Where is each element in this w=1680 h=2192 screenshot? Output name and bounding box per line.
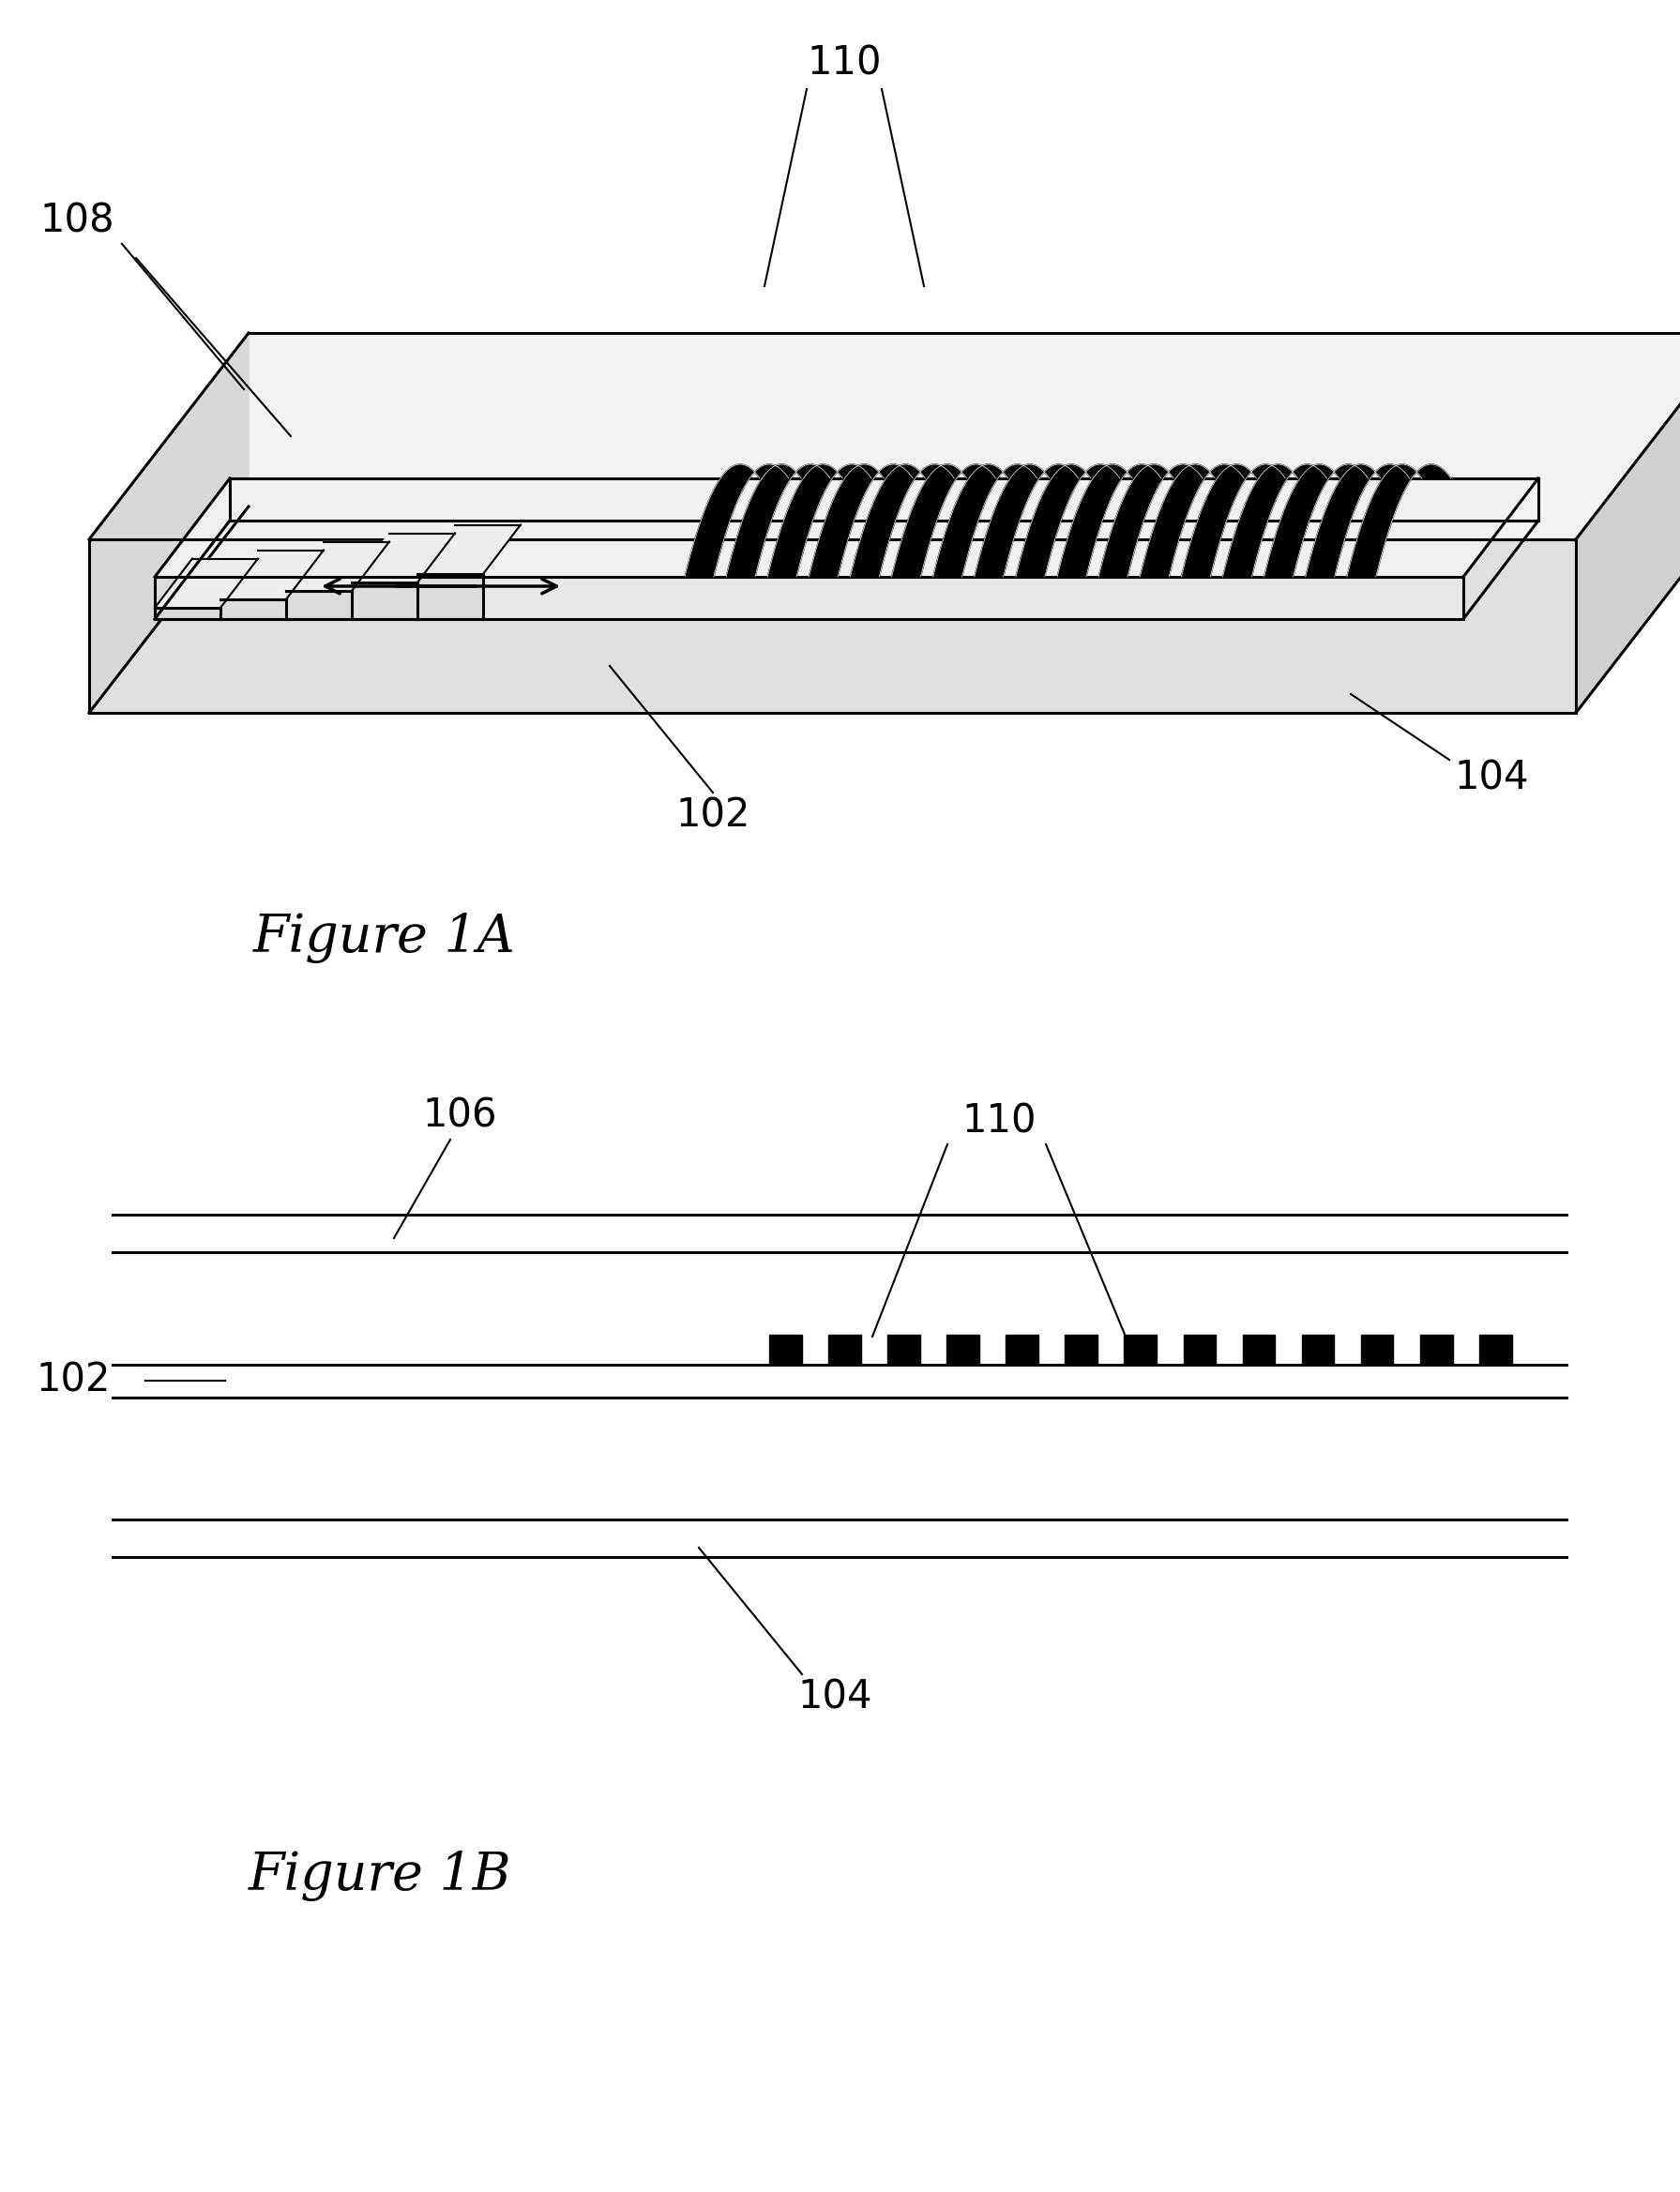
Polygon shape	[220, 598, 286, 618]
Polygon shape	[768, 465, 872, 576]
Text: 104: 104	[1455, 758, 1529, 798]
Text: 102: 102	[675, 796, 751, 835]
Polygon shape	[1302, 1335, 1334, 1366]
Polygon shape	[1347, 465, 1452, 576]
Polygon shape	[220, 550, 324, 598]
Polygon shape	[850, 465, 954, 576]
Polygon shape	[1141, 465, 1243, 576]
Polygon shape	[1223, 465, 1327, 576]
Polygon shape	[417, 524, 521, 574]
Polygon shape	[892, 465, 996, 576]
Polygon shape	[974, 465, 1079, 576]
Polygon shape	[726, 465, 830, 576]
Polygon shape	[1181, 465, 1285, 576]
Polygon shape	[286, 592, 351, 618]
Text: 108: 108	[40, 202, 114, 241]
Polygon shape	[1065, 1335, 1097, 1366]
Polygon shape	[1006, 1335, 1038, 1366]
Polygon shape	[1099, 465, 1203, 576]
Polygon shape	[808, 465, 912, 576]
Polygon shape	[351, 533, 455, 583]
Polygon shape	[1361, 1335, 1393, 1366]
Polygon shape	[89, 333, 249, 712]
Polygon shape	[685, 465, 790, 576]
Text: 102: 102	[37, 1361, 111, 1401]
Polygon shape	[769, 1335, 801, 1366]
Polygon shape	[1305, 465, 1410, 576]
Polygon shape	[1478, 1335, 1512, 1366]
Polygon shape	[155, 478, 230, 618]
Text: Figure 1B: Figure 1B	[249, 1850, 512, 1903]
Polygon shape	[1057, 465, 1161, 576]
Polygon shape	[1183, 1335, 1216, 1366]
Polygon shape	[1576, 333, 1680, 712]
Polygon shape	[948, 1335, 979, 1366]
Text: Figure 1A: Figure 1A	[254, 912, 516, 964]
Polygon shape	[932, 465, 1037, 576]
Polygon shape	[417, 574, 484, 618]
Polygon shape	[155, 478, 1539, 576]
Polygon shape	[351, 583, 417, 618]
Text: 106: 106	[422, 1096, 497, 1135]
Text: 104: 104	[798, 1679, 872, 1716]
Polygon shape	[155, 559, 259, 607]
Polygon shape	[1263, 465, 1368, 576]
Polygon shape	[828, 1335, 860, 1366]
Polygon shape	[89, 539, 1576, 712]
Polygon shape	[286, 541, 390, 592]
Polygon shape	[1124, 1335, 1158, 1366]
Polygon shape	[1420, 1335, 1453, 1366]
Polygon shape	[89, 333, 1680, 539]
Polygon shape	[887, 1335, 921, 1366]
Text: 110: 110	[806, 44, 882, 83]
Text: 110: 110	[961, 1100, 1037, 1140]
Polygon shape	[1016, 465, 1121, 576]
Polygon shape	[1243, 1335, 1275, 1366]
Polygon shape	[155, 607, 220, 618]
Polygon shape	[155, 576, 1463, 618]
